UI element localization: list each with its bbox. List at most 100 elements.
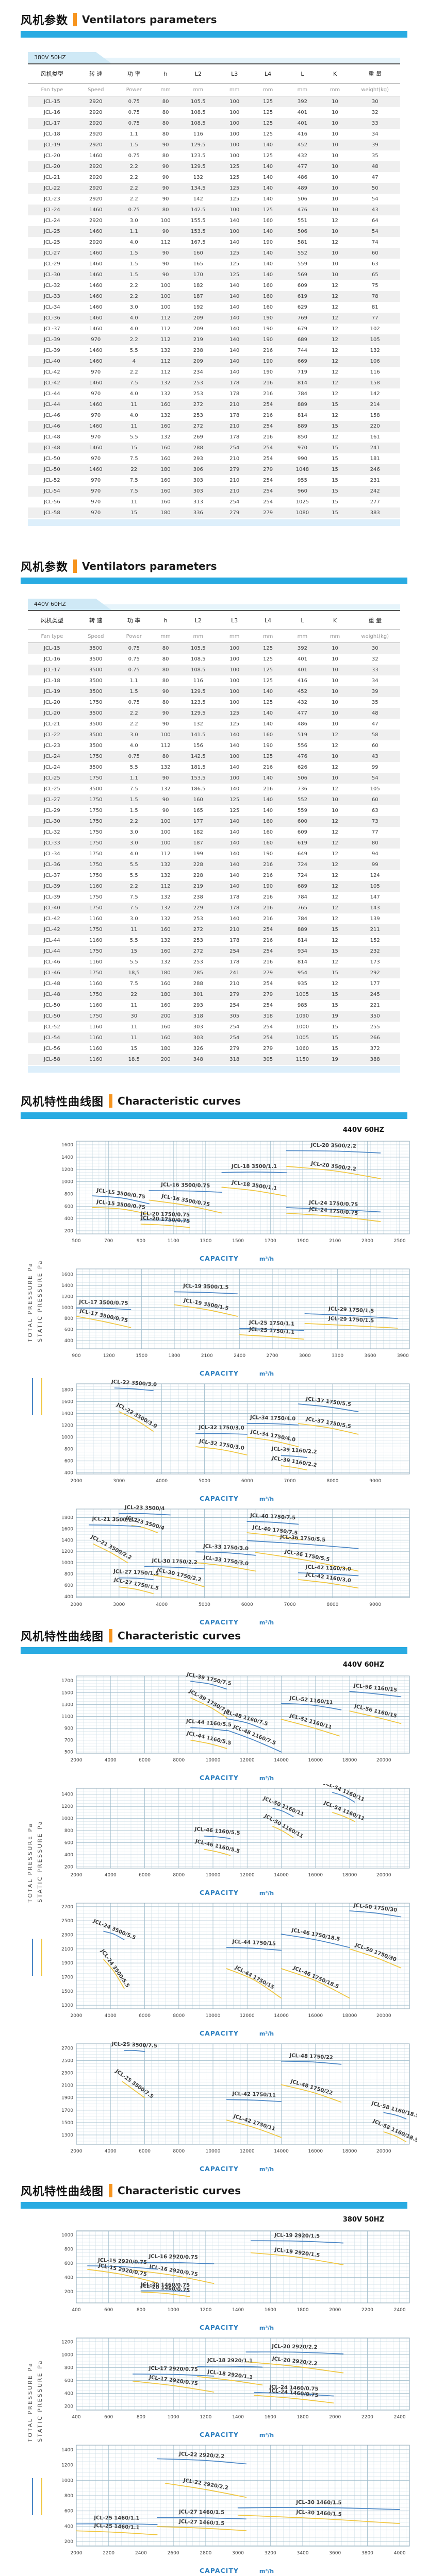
table-cell: 5.5 xyxy=(129,873,138,878)
table-cell: 401 xyxy=(297,121,307,126)
ventilators-parameters-table: 风机类型转 速功 率 h L2 L3 L4 L K 重 量 Fan type Speed Power… xyxy=(28,610,400,1065)
table-row: JCL-33 1750 3.0 100 187 140 160 619 12 80 xyxy=(28,838,400,849)
table-cell: 277 xyxy=(370,499,380,505)
x-axis-tick: 3000 xyxy=(299,1353,311,1359)
x-axis-tick: 2400 xyxy=(394,2308,406,2313)
table-row: JCL-20 2920 2.2 90 129.5 125 140 477 10 48 xyxy=(28,161,400,172)
table-cell: JCL-50 xyxy=(44,467,60,472)
pressure-curve xyxy=(286,1207,381,1213)
table-cell: 129.5 xyxy=(190,689,206,694)
column-subheader: mm xyxy=(218,83,252,96)
table-cell: 0.75 xyxy=(128,99,140,105)
table-cell: 132 xyxy=(160,786,171,792)
table-cell: 12 xyxy=(332,326,338,332)
characteristic-curve-chart: 2000 4000 6000 8000 10000 12000 14000 16000 1800… xyxy=(61,2041,420,2154)
table-cell: 3.0 xyxy=(129,829,138,835)
table-cell: 90 xyxy=(162,261,169,267)
capacity-word: CAPACITY xyxy=(199,2324,239,2331)
table-cell: 12 xyxy=(332,851,338,857)
table-cell: JCL-37 xyxy=(44,326,60,332)
table-cell: JCL-20 xyxy=(44,153,60,159)
table-cell: 140 xyxy=(229,283,240,289)
pressure-curve xyxy=(332,1792,355,1803)
y-axis-tick: 1700 xyxy=(61,2108,73,2113)
x-axis-tick: 12000 xyxy=(240,1873,255,1878)
table-cell: 0.75 xyxy=(128,121,140,126)
table-cell: 200 xyxy=(160,1057,171,1062)
table-row: JCL-50 1750 30 200 318 305 318 1090 19 350 xyxy=(28,1011,400,1022)
table-cell: 160 xyxy=(160,1035,171,1041)
pressure-curve xyxy=(190,1739,227,1749)
table-cell: 1160 xyxy=(89,959,103,965)
table-cell: 254 xyxy=(229,1024,240,1030)
capacity-unit: m³/h xyxy=(259,1370,274,1377)
table-row: JCL-54 970 7.5 160 303 210 254 960 15 242 xyxy=(28,486,400,497)
table-cell: 80 xyxy=(371,840,378,846)
y-axis-tick: 600 xyxy=(64,1328,73,1333)
x-axis-tick: 3800 xyxy=(361,2551,373,2556)
table-cell: 2.2 xyxy=(129,283,138,289)
y-axis-tick: 1500 xyxy=(61,1690,73,1696)
column-subheader: Speed xyxy=(76,83,116,96)
table-cell: JCL-34 xyxy=(44,304,60,310)
x-axis-tick: 3200 xyxy=(265,2551,276,2556)
table-cell: 216 xyxy=(263,348,273,353)
table-cell: 147 xyxy=(370,894,380,900)
x-axis-tick: 20000 xyxy=(376,1873,391,1878)
table-row: JCL-44 1460 11 160 272 210 254 889 15 214 xyxy=(28,399,400,410)
x-axis-tick: 400 xyxy=(72,2415,80,2420)
table-row: JCL-29 1460 1.5 90 165 125 140 559 10 63 xyxy=(28,259,400,269)
capacity-axis-label: CAPACITY m³/h xyxy=(45,2565,428,2575)
table-cell: 15 xyxy=(332,478,338,483)
table-cell: 246 xyxy=(370,467,380,472)
curves-section-1: 风机特性曲线图 Characteristic curves 440V 60HZ … xyxy=(0,1090,428,1624)
table-cell: 12 xyxy=(332,369,338,375)
table-cell: 200 xyxy=(160,1013,171,1019)
table-cell: 970 xyxy=(91,337,101,343)
table-row: JCL-33 1460 2.2 100 187 140 160 619 12 78 xyxy=(28,291,400,302)
x-axis-tick: 2000 xyxy=(71,2149,83,2154)
table-cell: 140 xyxy=(229,326,240,332)
table-cell: 220 xyxy=(370,423,380,429)
table-cell: 4.0 xyxy=(129,326,138,332)
table-cell: 140 xyxy=(229,743,240,749)
table-cell: 100 xyxy=(229,99,240,105)
column-subheader: mm xyxy=(218,630,252,643)
table-cell: 132 xyxy=(370,348,380,353)
characteristic-curve-chart: 900 1200 1500 1800 2100 2400 2700 3000 3300 3600 3… xyxy=(61,1268,410,1359)
curve-label: JCL-37 1750/5.5 xyxy=(305,1396,352,1408)
table-cell: 416 xyxy=(297,678,307,684)
table-cell: 1750 xyxy=(89,970,103,976)
curve-label: JCL-21 3500/2.2 xyxy=(91,1516,138,1523)
table-cell: 2.2 xyxy=(129,175,138,180)
x-axis-tick: 18000 xyxy=(342,1873,357,1878)
table-cell: 1160 xyxy=(89,981,103,987)
table-cell: 955 xyxy=(297,478,307,483)
table-cell: 1.1 xyxy=(129,229,138,234)
orange-separator xyxy=(73,560,77,573)
x-axis-tick: 5000 xyxy=(199,1479,210,1484)
pressure-legend xyxy=(32,1378,42,1415)
table-cell: 1.5 xyxy=(129,142,138,148)
table-cell: 7.5 xyxy=(129,478,138,483)
table-cell: 143 xyxy=(370,905,380,911)
curve-label: JCL-20 1460/0.75 xyxy=(140,2282,190,2288)
table-cell: 401 xyxy=(297,656,307,662)
table-cell: JCL-20 xyxy=(44,710,60,716)
table-cell: 177 xyxy=(370,981,380,987)
table-cell: 210 xyxy=(229,478,240,483)
table-cell: 210 xyxy=(229,402,240,408)
x-axis-tick: 1700 xyxy=(265,1239,276,1244)
table-cell: 2920 xyxy=(89,99,103,105)
y-axis-tick: 1300 xyxy=(61,2133,73,2138)
table-cell: 10 xyxy=(332,153,338,159)
table-cell: 934 xyxy=(297,948,307,954)
table-cell: 15 xyxy=(332,1046,338,1052)
curve-label: JCL-29 1750/1.5 xyxy=(328,1306,374,1314)
table-cell: 4.0 xyxy=(129,315,138,321)
y-axis-tick: 1200 xyxy=(61,1423,73,1429)
table-cell: 0.75 xyxy=(128,110,140,115)
column-header: L4 xyxy=(251,63,285,83)
table-cell: 209 xyxy=(193,315,203,321)
column-subheader: mm xyxy=(320,83,350,96)
